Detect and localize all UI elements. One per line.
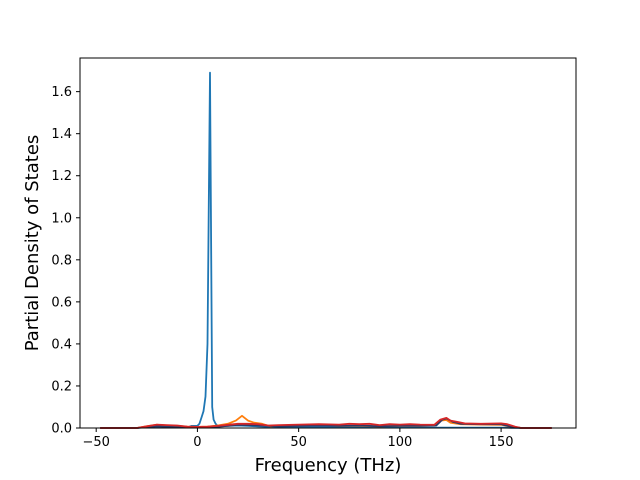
plot-frame <box>79 57 577 429</box>
x-tick-label: 150 <box>489 435 514 450</box>
y-tick-label: 0.4 <box>51 337 72 352</box>
y-tick-label: 1.2 <box>51 169 72 184</box>
series-line-3 <box>100 417 552 429</box>
y-tick-label: 1.4 <box>51 127 72 142</box>
x-tick-label: 0 <box>193 435 201 450</box>
x-tick-label: −50 <box>82 435 109 450</box>
x-axis-ticks: −50 0 50 100 150 <box>82 428 514 450</box>
y-tick-label: 0.2 <box>51 379 72 394</box>
y-tick-label: 0.0 <box>51 422 72 437</box>
y-tick-label: 0.6 <box>51 295 72 310</box>
series-line-4 <box>100 416 552 429</box>
x-axis-label: Frequency (THz) <box>255 455 402 476</box>
y-tick-label: 1.0 <box>51 211 72 226</box>
x-tick-label: 50 <box>290 435 307 450</box>
y-tick-label: 0.8 <box>51 253 72 268</box>
y-axis-ticks: 0.0 0.2 0.4 0.6 0.8 1.0 1.2 1.4 1.6 <box>51 85 80 437</box>
y-tick-label: 1.6 <box>51 85 72 100</box>
y-axis-label: Partial Density of States <box>22 135 43 352</box>
x-tick-label: 100 <box>387 435 412 450</box>
